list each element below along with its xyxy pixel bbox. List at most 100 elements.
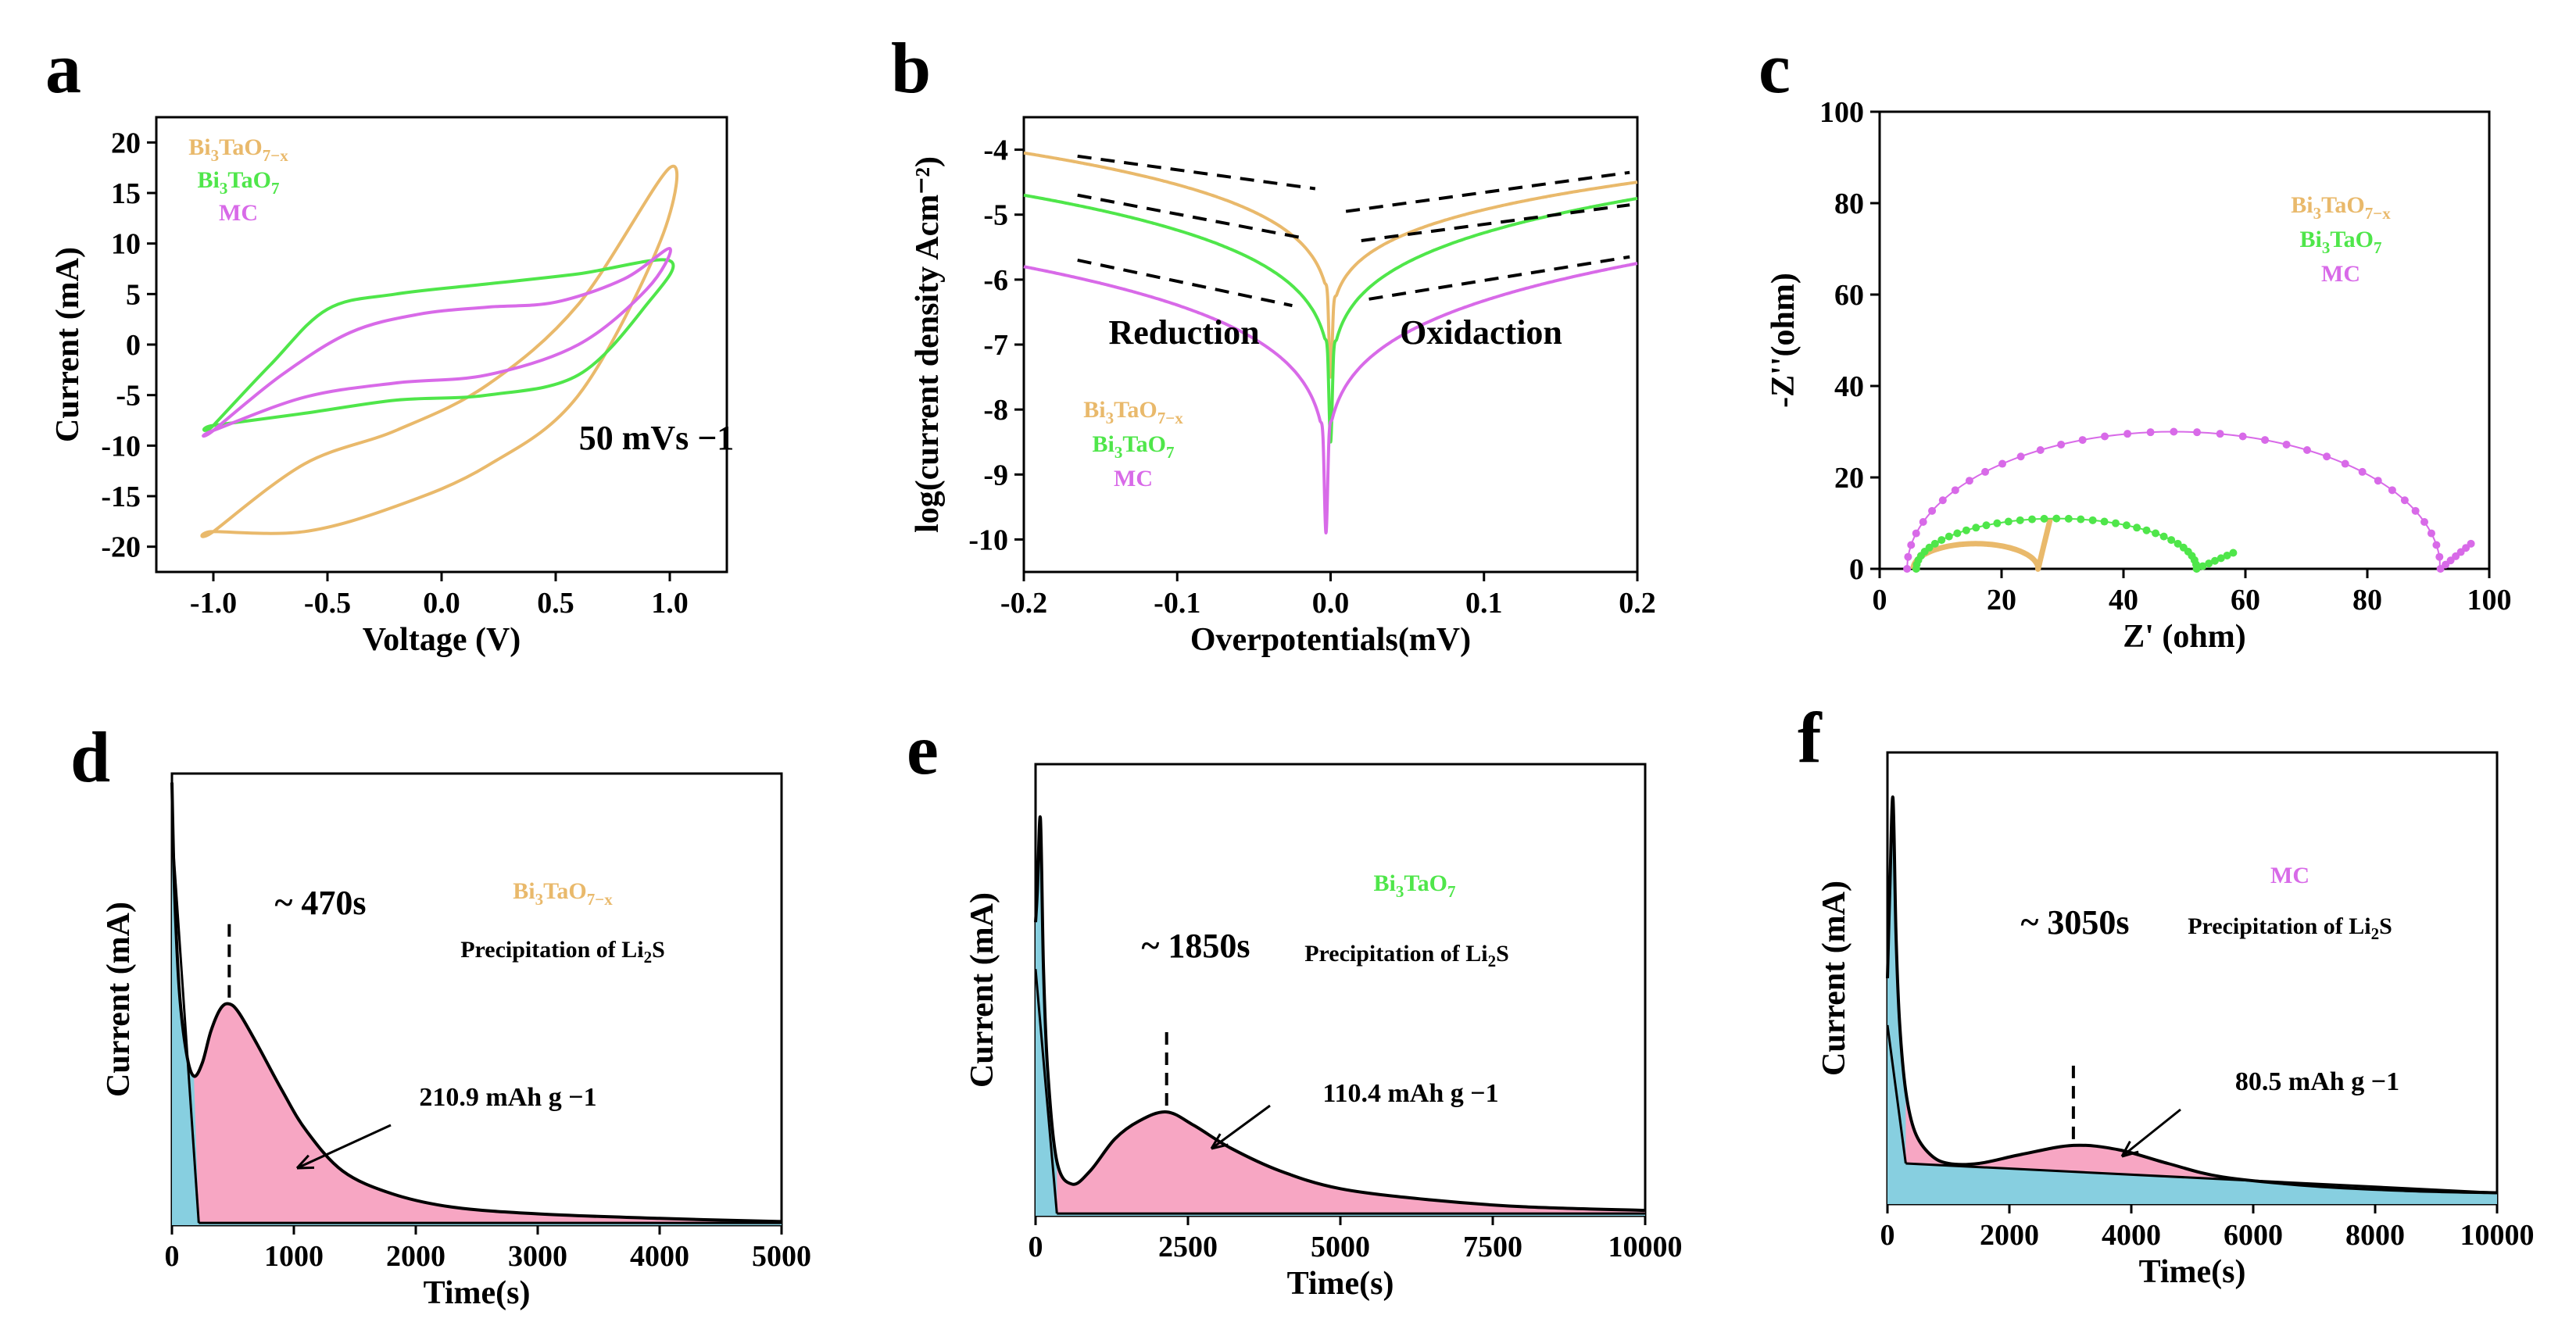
plot-frame [1878,110,2491,570]
x-tick-label: 40 [2109,584,2138,616]
panel-b: b -0.2 -0.1 0.0 0.1 0.2 -4 -5 -6 -7 -8 -9 -10 Overpot… [891,28,1656,658]
panel-letter-b: b [891,28,931,108]
baseline-line [1905,1162,2498,1195]
legend-item-mid: TaO [1122,431,1166,457]
legend-item-base: Bi [188,134,210,160]
x-tick-label: 0.0 [1312,587,1350,620]
cv-loop-Bi3TaO7-x [200,164,679,538]
precip-end: S [652,937,665,963]
precip-text: Precipitation of Li [460,937,643,963]
x-tick-label: 5000 [1311,1231,1370,1263]
y-tick-label: 100 [1819,96,1864,129]
legend-item-base: MC [1114,466,1153,491]
x-tick-label: 10000 [1608,1231,1683,1263]
panel-letter-e: e [907,709,939,789]
capacity-arrowhead [1210,1133,1229,1150]
y-tick-label: -10 [968,524,1008,556]
legend-item-mid: TaO [219,134,263,160]
legend-item-base: Bi [1093,431,1114,457]
y-tick-label: 20 [1834,462,1864,495]
capacity-arrowhead [2120,1140,2139,1158]
x-tick-label: 2000 [1980,1219,2039,1252]
legend-item-base: Bi [2291,192,2313,218]
x-tick-label: -1.0 [190,587,237,620]
legend-item-mid: TaO [2321,192,2365,218]
legend-item: MC [1114,466,1153,491]
y-tick-label: 60 [1834,279,1864,312]
panel-letter-a: a [45,28,81,108]
x-tick-label: 0 [1880,1219,1895,1252]
capacity-label: 110.4 mAh g −1 [1322,1079,1498,1108]
x-tick-label: 1.0 [651,587,689,620]
baseline-edge [170,829,200,1224]
material-label-sub1: 3 [535,890,544,909]
x-tick-label: 100 [2467,584,2512,616]
panel-c: c 0 20 40 60 80 100 100 80 60 40 20 0 Z' (ohm) -Z''(oh… [1758,28,2512,655]
tafel-fit-line [1077,154,1316,191]
capacity-arrowhead [295,1154,315,1170]
material-label-sub1: 3 [1396,882,1404,901]
panel-e: e 0 2500 5000 7500 10000 Time(s) Current (mA) ~ … [907,709,1683,1302]
legend-item-sub1: 3 [211,146,220,165]
panel-d: d 0 1000 2000 3000 4000 5000 Time(s) Current (mA… [70,717,811,1311]
precip-sub: 2 [644,948,653,967]
y-tick-label: -8 [983,394,1008,427]
li2s-deposition-area [172,782,782,1225]
material-label-base: Bi [513,878,535,904]
scan-rate-annotation: 50 mVs −1 [579,419,735,457]
x-axis-label: Overpotentials(mV) [1190,622,1471,658]
legend-item-mid: TaO [227,167,271,193]
x-tick-label: -0.5 [304,587,351,620]
baseline-area [1887,797,2497,1204]
x-tick-label: 80 [2352,584,2382,616]
legend-item-sub1: 3 [220,179,228,198]
y-tick-label: -4 [983,134,1008,167]
legend-item-sub2: 7 [1166,443,1175,462]
x-tick-label: 0.0 [423,587,460,620]
tafel-fit-line [1368,255,1630,301]
capacity-label: 80.5 mAh g −1 [2235,1067,2399,1096]
material-label: Bi3TaO7 [1374,870,1456,901]
x-axis-label: Time(s) [2139,1254,2246,1290]
legend-item: Bi3TaO7 [198,167,280,198]
x-tick-label: 2500 [1158,1231,1218,1263]
material-label: MC [2270,863,2309,888]
legend-item-base: Bi [198,167,220,193]
current-curve [1886,795,2498,1195]
eis-curve-MC [1906,431,2472,570]
x-tick-label: 20 [1987,584,2016,616]
baseline-edge [1034,969,1058,1214]
precip-sub: 2 [2371,924,2380,943]
x-tick-label: 0 [165,1240,180,1273]
y-axis-label: -Z''(ohm) [1766,273,1801,408]
y-tick-label: -20 [101,531,141,564]
y-tick-label: -9 [983,459,1008,491]
panel-a: a -1.0 -0.5 0.0 0.5 1.0 20 15 10 5 0 -5 -10 -15 -20 Vol… [45,28,734,658]
material-label-sub2: 7 [1447,882,1456,901]
peak-time-label: ~ 1850s [1141,927,1250,965]
legend-item-base: Bi [1083,397,1105,423]
cv-loop-Bi3TaO7 [202,258,675,432]
material-label-sub2: 7−x [587,890,613,909]
legend-item: MC [219,200,258,226]
legend-item-sub2: 7−x [1157,409,1183,427]
cv-loop-MC [202,247,672,438]
legend-item-sub2: 7−x [2365,204,2391,223]
material-label-base: Bi [1374,870,1396,896]
material-label-base: MC [2270,863,2309,888]
x-tick-label: 0 [1029,1231,1043,1263]
legend-item: MC [2321,261,2360,287]
panel-f: f 0 2000 4000 6000 8000 10000 Time(s) Current (m… [1798,698,2535,1290]
legend-item-mid: TaO [1114,397,1157,423]
y-tick-label: 0 [1849,553,1864,586]
legend-item: Bi3TaO7−x [188,134,288,165]
x-tick-label: 10000 [2460,1219,2535,1252]
plot-frame [1886,751,2499,1206]
tafel-fit-line [1077,193,1301,239]
material-label-mid: TaO [543,878,587,904]
x-tick-label: 0.2 [1619,587,1656,620]
legend-item-base: MC [219,200,258,226]
legend-item: Bi3TaO7−x [2291,192,2391,223]
legend-item: Bi3TaO7 [2300,227,2382,257]
x-tick-label: 4000 [630,1240,689,1273]
